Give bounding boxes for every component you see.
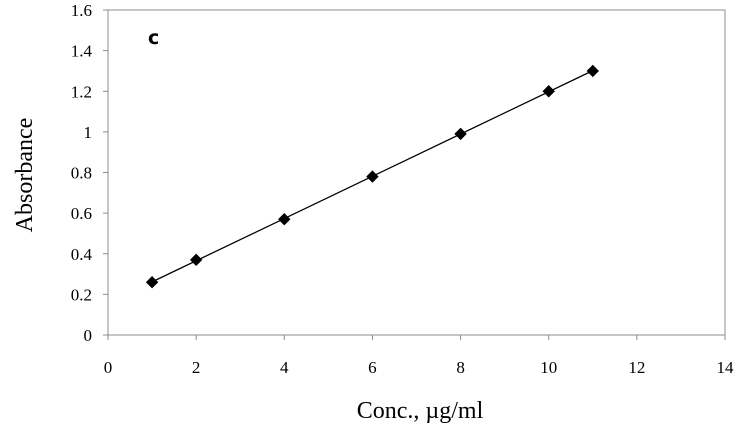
data-point-diamond [145, 275, 159, 289]
data-point-diamond [542, 85, 555, 98]
y-tick-label: 1.2 [71, 82, 92, 101]
x-tick-label: 2 [192, 358, 201, 377]
y-tick-label: 0.8 [71, 164, 92, 183]
data-point-diamond [278, 213, 291, 226]
x-tick-label: 6 [368, 358, 377, 377]
y-tick-label: 1.6 [71, 1, 92, 20]
x-axis-title: Conc., µg/ml [357, 398, 484, 424]
y-axis-title: Absorbance [12, 118, 38, 233]
plot-area-frame [107, 9, 726, 336]
data-point-diamond [189, 253, 203, 267]
x-tick-label: 10 [540, 358, 557, 377]
data-points [145, 64, 599, 289]
x-axis-ticks: 0 2 4 6 8 10 12 14 [104, 335, 734, 377]
x-tick-label: 8 [456, 358, 465, 377]
y-tick-label: 0.2 [71, 285, 92, 304]
y-tick-label: 0.4 [71, 245, 93, 264]
data-point-diamond [454, 127, 467, 141]
y-axis-ticks: 0 0.2 0.4 0.6 0.8 1 1.2 1.4 1.6 [71, 1, 108, 345]
x-tick-label: 14 [717, 358, 735, 377]
y-tick-label: 1.4 [71, 42, 93, 61]
data-point-diamond [366, 170, 379, 183]
x-tick-label: 0 [104, 358, 113, 377]
y-tick-label: 1 [84, 123, 93, 142]
panel-label: c [148, 27, 159, 49]
x-tick-label: 12 [628, 358, 645, 377]
data-point-diamond [586, 64, 599, 78]
y-tick-label: 0 [84, 326, 93, 345]
x-tick-label: 4 [280, 358, 289, 377]
y-tick-label: 0.6 [71, 204, 92, 223]
